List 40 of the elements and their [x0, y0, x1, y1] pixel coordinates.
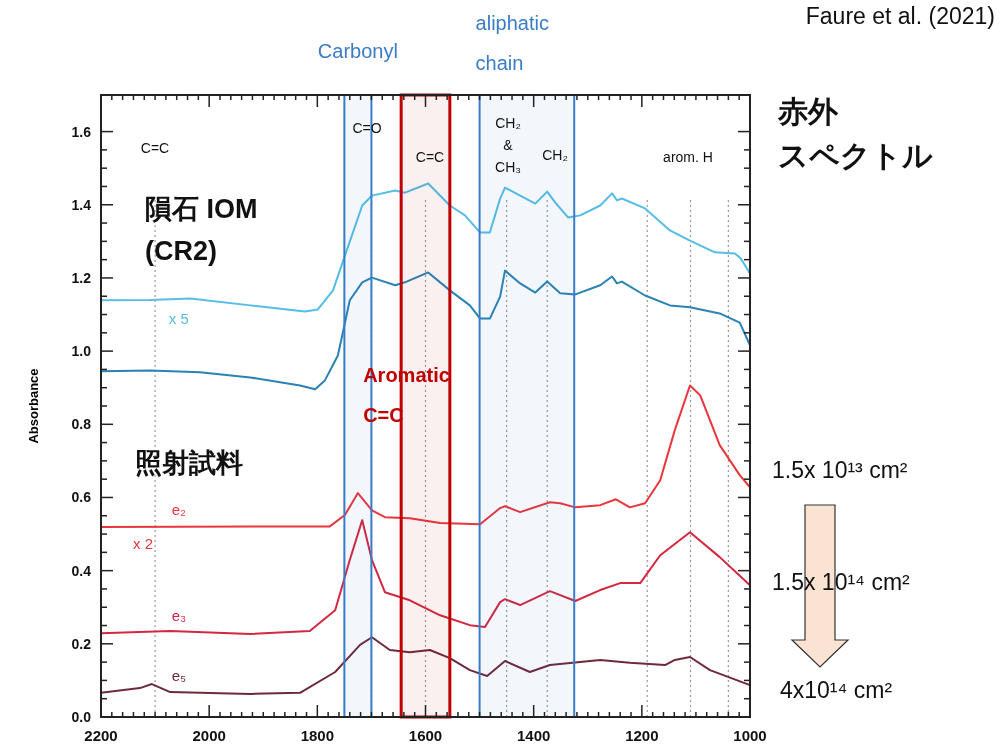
x-tick-label: 2000 [192, 727, 226, 744]
y-tick-label: 1.4 [71, 196, 92, 213]
y-tick-label: 0.4 [71, 562, 92, 579]
text: Faure et al. (2021) [805, 3, 995, 29]
annotation: C=C [140, 140, 170, 156]
series-label: x 5 [168, 310, 189, 328]
series-label: e₂ [171, 501, 187, 519]
band-label: aliphatic chain [475, 12, 549, 74]
y-axis-title: Absorbance [26, 368, 41, 444]
series-label: e₃ [171, 607, 187, 625]
text: 4x10¹⁴ cm² [780, 677, 893, 703]
y-tick-label: 0.8 [71, 416, 92, 433]
annotation: x 2 [132, 535, 154, 552]
text: 1.5x 10¹³ cm² [772, 457, 908, 483]
band-label: Carbonyl [317, 40, 398, 62]
y-tick-label: 0.6 [71, 489, 92, 506]
y-tick-label: 0.0 [71, 709, 92, 725]
x-tick-label: 1200 [625, 727, 659, 744]
annotation: 照射試料 [135, 448, 243, 478]
annotation: 隕石 IOM (CR2) [145, 194, 258, 266]
line-series [100, 384, 751, 529]
annotation: arom. H [663, 149, 713, 165]
line-series [100, 636, 751, 695]
line-series [100, 269, 751, 391]
text: 赤外スペクトル [777, 95, 933, 172]
y-tick-label: 1.2 [71, 269, 92, 286]
annotation: C=C [415, 149, 445, 165]
line-series [100, 519, 751, 635]
series-label: e₅ [171, 666, 187, 684]
x-tick-label: 1000 [733, 727, 767, 744]
x-tick-label: 1800 [300, 727, 335, 744]
y-tick-label: 1.6 [71, 123, 92, 140]
line-series [100, 182, 751, 313]
x-tick-label: 2200 [84, 727, 118, 744]
x-tick-label: 1600 [408, 727, 443, 744]
annotation: CH₂ [542, 147, 568, 163]
y-tick-label: 0.2 [71, 635, 92, 652]
y-tick-label: 1.0 [71, 343, 92, 360]
annotation: CH₂ & CH₃ [495, 115, 521, 175]
x-tick-label: 1400 [516, 727, 551, 744]
